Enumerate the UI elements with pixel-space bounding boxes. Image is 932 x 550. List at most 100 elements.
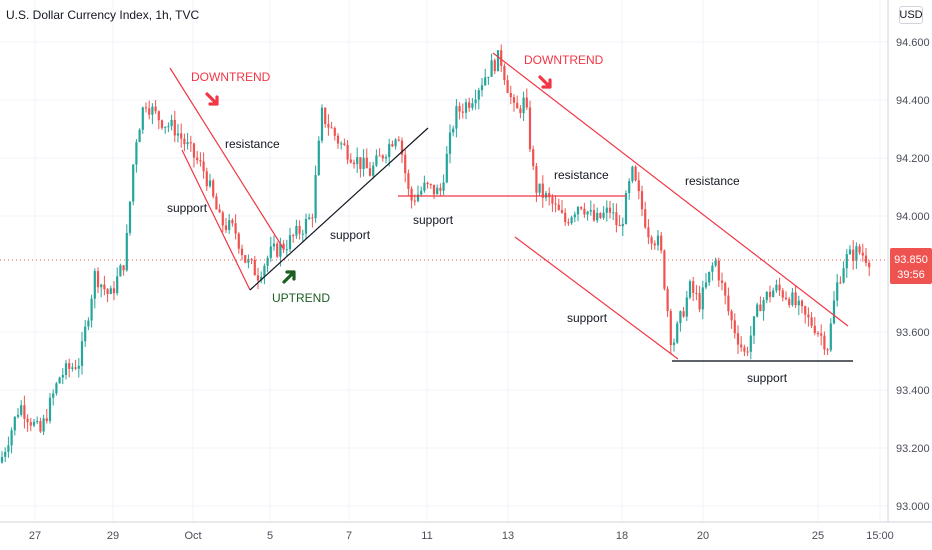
arrow-down-icon [205, 92, 219, 106]
candle-body [746, 351, 749, 353]
x-tick-label: 5 [267, 530, 273, 542]
candle-body [829, 323, 832, 351]
candle-body [679, 311, 682, 324]
annotation-label: DOWNTREND [191, 70, 271, 84]
candle-body [285, 249, 288, 251]
y-tick-label: 94.000 [896, 211, 930, 223]
x-tick-label: 27 [29, 530, 41, 542]
candle-body [311, 217, 314, 219]
candles-layer [0, 44, 871, 464]
candle-body [573, 214, 576, 218]
candle-body [397, 139, 400, 141]
annotation-label: support [567, 311, 608, 325]
candle-body [714, 260, 717, 266]
candle-body [260, 276, 263, 281]
candle-body [471, 103, 474, 108]
candle-body [628, 181, 631, 194]
candle-body [324, 107, 327, 125]
candle-body [68, 363, 71, 369]
y-tick-label: 94.400 [896, 95, 930, 107]
candle-body [58, 377, 61, 384]
candle-body [112, 288, 116, 294]
candle-body [71, 367, 74, 369]
candle-body [759, 304, 762, 312]
candle-body [356, 157, 359, 165]
candle-body [205, 171, 208, 187]
candle-body [359, 157, 362, 170]
candle-body [823, 335, 826, 350]
candle-body [295, 225, 298, 236]
candle-body [653, 243, 656, 246]
candle-body [16, 414, 20, 417]
candle-body [106, 289, 109, 295]
candle-body [215, 196, 218, 210]
price-tag-box [890, 248, 932, 284]
candle-body [644, 209, 647, 228]
candle-body [765, 291, 768, 301]
candle-body [490, 60, 493, 77]
candle-body [320, 107, 324, 141]
currency-button[interactable]: USD [899, 6, 923, 24]
x-tick-label: 29 [107, 530, 119, 542]
candle-body [228, 220, 231, 230]
candle-body [276, 243, 279, 257]
candle-body [42, 418, 45, 432]
candle-body [173, 119, 176, 136]
candle-body [164, 126, 167, 128]
candle-body [560, 210, 564, 213]
candle-body [733, 320, 736, 334]
candle-body [602, 212, 605, 218]
candle-body [266, 257, 269, 266]
candle-body [413, 200, 416, 202]
candle-body [615, 212, 618, 225]
candle-body [688, 281, 692, 298]
candle-body [52, 393, 55, 398]
candle-body [208, 180, 212, 187]
candle-body [800, 300, 804, 307]
candle-body [304, 219, 308, 234]
candle-body [263, 265, 266, 277]
price-tag-countdown: 39:56 [897, 269, 925, 281]
candle-body [439, 187, 442, 191]
candle-body [842, 268, 845, 283]
candle-body [256, 275, 260, 281]
candle-body [39, 420, 42, 432]
downtrend-upper-line-2 [492, 52, 849, 327]
candle-body [452, 128, 455, 133]
candle-body [221, 212, 224, 226]
candle-body [672, 342, 676, 345]
candle-body [55, 383, 58, 394]
price-tag-price: 93.850 [894, 254, 928, 266]
candle-body [429, 184, 432, 186]
candle-body [125, 232, 128, 271]
candle-body [592, 210, 596, 221]
candle-body [80, 341, 84, 366]
candle-body [525, 97, 528, 108]
candle-body [698, 293, 701, 310]
candle-body [810, 317, 813, 326]
candle-body [269, 246, 272, 258]
candle-body [375, 155, 378, 166]
candle-body [839, 282, 842, 284]
time-axis: 27 29 Oct 5 7 11 13 18 20 25 15:00 [0, 521, 932, 542]
candle-body [420, 190, 423, 195]
candle-body [100, 284, 103, 288]
candle-body [548, 193, 551, 198]
candle-body [400, 140, 404, 155]
candle-body [301, 233, 304, 235]
candle-body [432, 184, 436, 195]
candle-body [167, 126, 170, 128]
downtrend-upper-line-1 [169, 67, 284, 249]
candle-body [135, 142, 138, 165]
candle-body [692, 281, 695, 293]
candle-body [202, 161, 205, 172]
candle-body [90, 298, 93, 321]
candle-body [336, 135, 340, 144]
candle-body [535, 166, 538, 193]
candle-body [132, 164, 135, 202]
candle-body [631, 166, 634, 182]
candle-body [109, 288, 112, 295]
candle-body [813, 325, 816, 333]
candle-body [637, 180, 640, 192]
annotation-label: resistance [554, 168, 609, 182]
